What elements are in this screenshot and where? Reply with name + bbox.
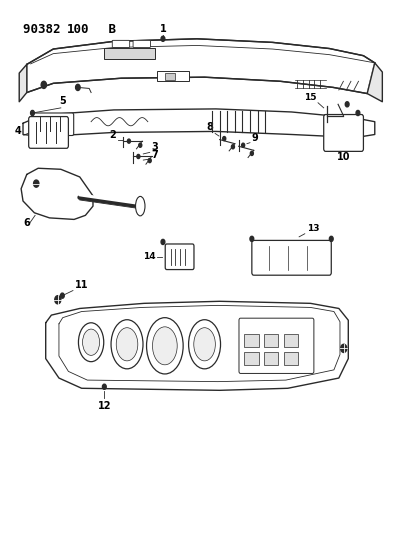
Text: 100: 100 — [67, 23, 89, 36]
Bar — [157, 71, 190, 81]
FancyBboxPatch shape — [133, 41, 151, 47]
Bar — [284, 352, 298, 365]
Ellipse shape — [116, 328, 138, 361]
Circle shape — [250, 151, 253, 156]
Ellipse shape — [189, 320, 221, 369]
Ellipse shape — [78, 323, 104, 362]
Text: 5: 5 — [59, 96, 66, 107]
Text: 6: 6 — [23, 217, 30, 228]
FancyBboxPatch shape — [324, 115, 363, 151]
Circle shape — [139, 143, 142, 147]
Circle shape — [137, 155, 140, 158]
Polygon shape — [367, 63, 382, 102]
Circle shape — [250, 236, 254, 241]
FancyBboxPatch shape — [252, 240, 331, 275]
Polygon shape — [46, 301, 348, 390]
Text: 90382: 90382 — [23, 23, 68, 36]
Circle shape — [127, 139, 130, 143]
Ellipse shape — [83, 329, 100, 356]
Text: 14: 14 — [143, 252, 155, 261]
Text: 15: 15 — [304, 93, 316, 102]
Circle shape — [60, 293, 64, 298]
Polygon shape — [19, 64, 27, 102]
FancyBboxPatch shape — [112, 41, 130, 47]
Ellipse shape — [194, 328, 216, 361]
Polygon shape — [23, 109, 375, 138]
Ellipse shape — [152, 327, 177, 365]
Text: 10: 10 — [337, 151, 350, 161]
Bar — [264, 352, 278, 365]
Bar — [244, 334, 258, 347]
Circle shape — [223, 136, 226, 141]
Circle shape — [102, 384, 106, 389]
Circle shape — [41, 81, 46, 88]
Text: 2: 2 — [109, 130, 116, 140]
Polygon shape — [27, 39, 375, 94]
Ellipse shape — [147, 318, 183, 374]
Circle shape — [345, 102, 349, 107]
Circle shape — [341, 344, 347, 352]
Circle shape — [33, 180, 39, 187]
Circle shape — [231, 145, 234, 149]
Text: B: B — [100, 23, 115, 36]
Text: 1: 1 — [160, 24, 166, 34]
Text: 4: 4 — [14, 126, 21, 135]
Text: 12: 12 — [98, 401, 111, 411]
Bar — [165, 72, 175, 80]
Circle shape — [76, 84, 80, 91]
Circle shape — [161, 36, 165, 42]
Circle shape — [31, 110, 34, 116]
Text: 13: 13 — [307, 224, 319, 233]
FancyBboxPatch shape — [239, 318, 314, 374]
Bar — [104, 47, 155, 59]
Circle shape — [242, 143, 245, 147]
Text: 8: 8 — [206, 123, 213, 132]
Text: 7: 7 — [152, 150, 158, 160]
Circle shape — [356, 110, 360, 116]
Text: 9: 9 — [252, 133, 258, 143]
Bar — [264, 334, 278, 347]
Text: 3: 3 — [152, 142, 158, 152]
Circle shape — [329, 236, 333, 241]
Ellipse shape — [136, 196, 145, 216]
Bar — [284, 334, 298, 347]
Bar — [244, 352, 258, 365]
FancyBboxPatch shape — [33, 113, 74, 135]
Circle shape — [161, 239, 165, 245]
Ellipse shape — [111, 320, 143, 369]
Circle shape — [148, 158, 151, 163]
Circle shape — [55, 296, 61, 304]
FancyBboxPatch shape — [29, 117, 69, 148]
FancyBboxPatch shape — [165, 244, 194, 270]
Polygon shape — [21, 168, 93, 220]
Text: 11: 11 — [75, 279, 88, 289]
